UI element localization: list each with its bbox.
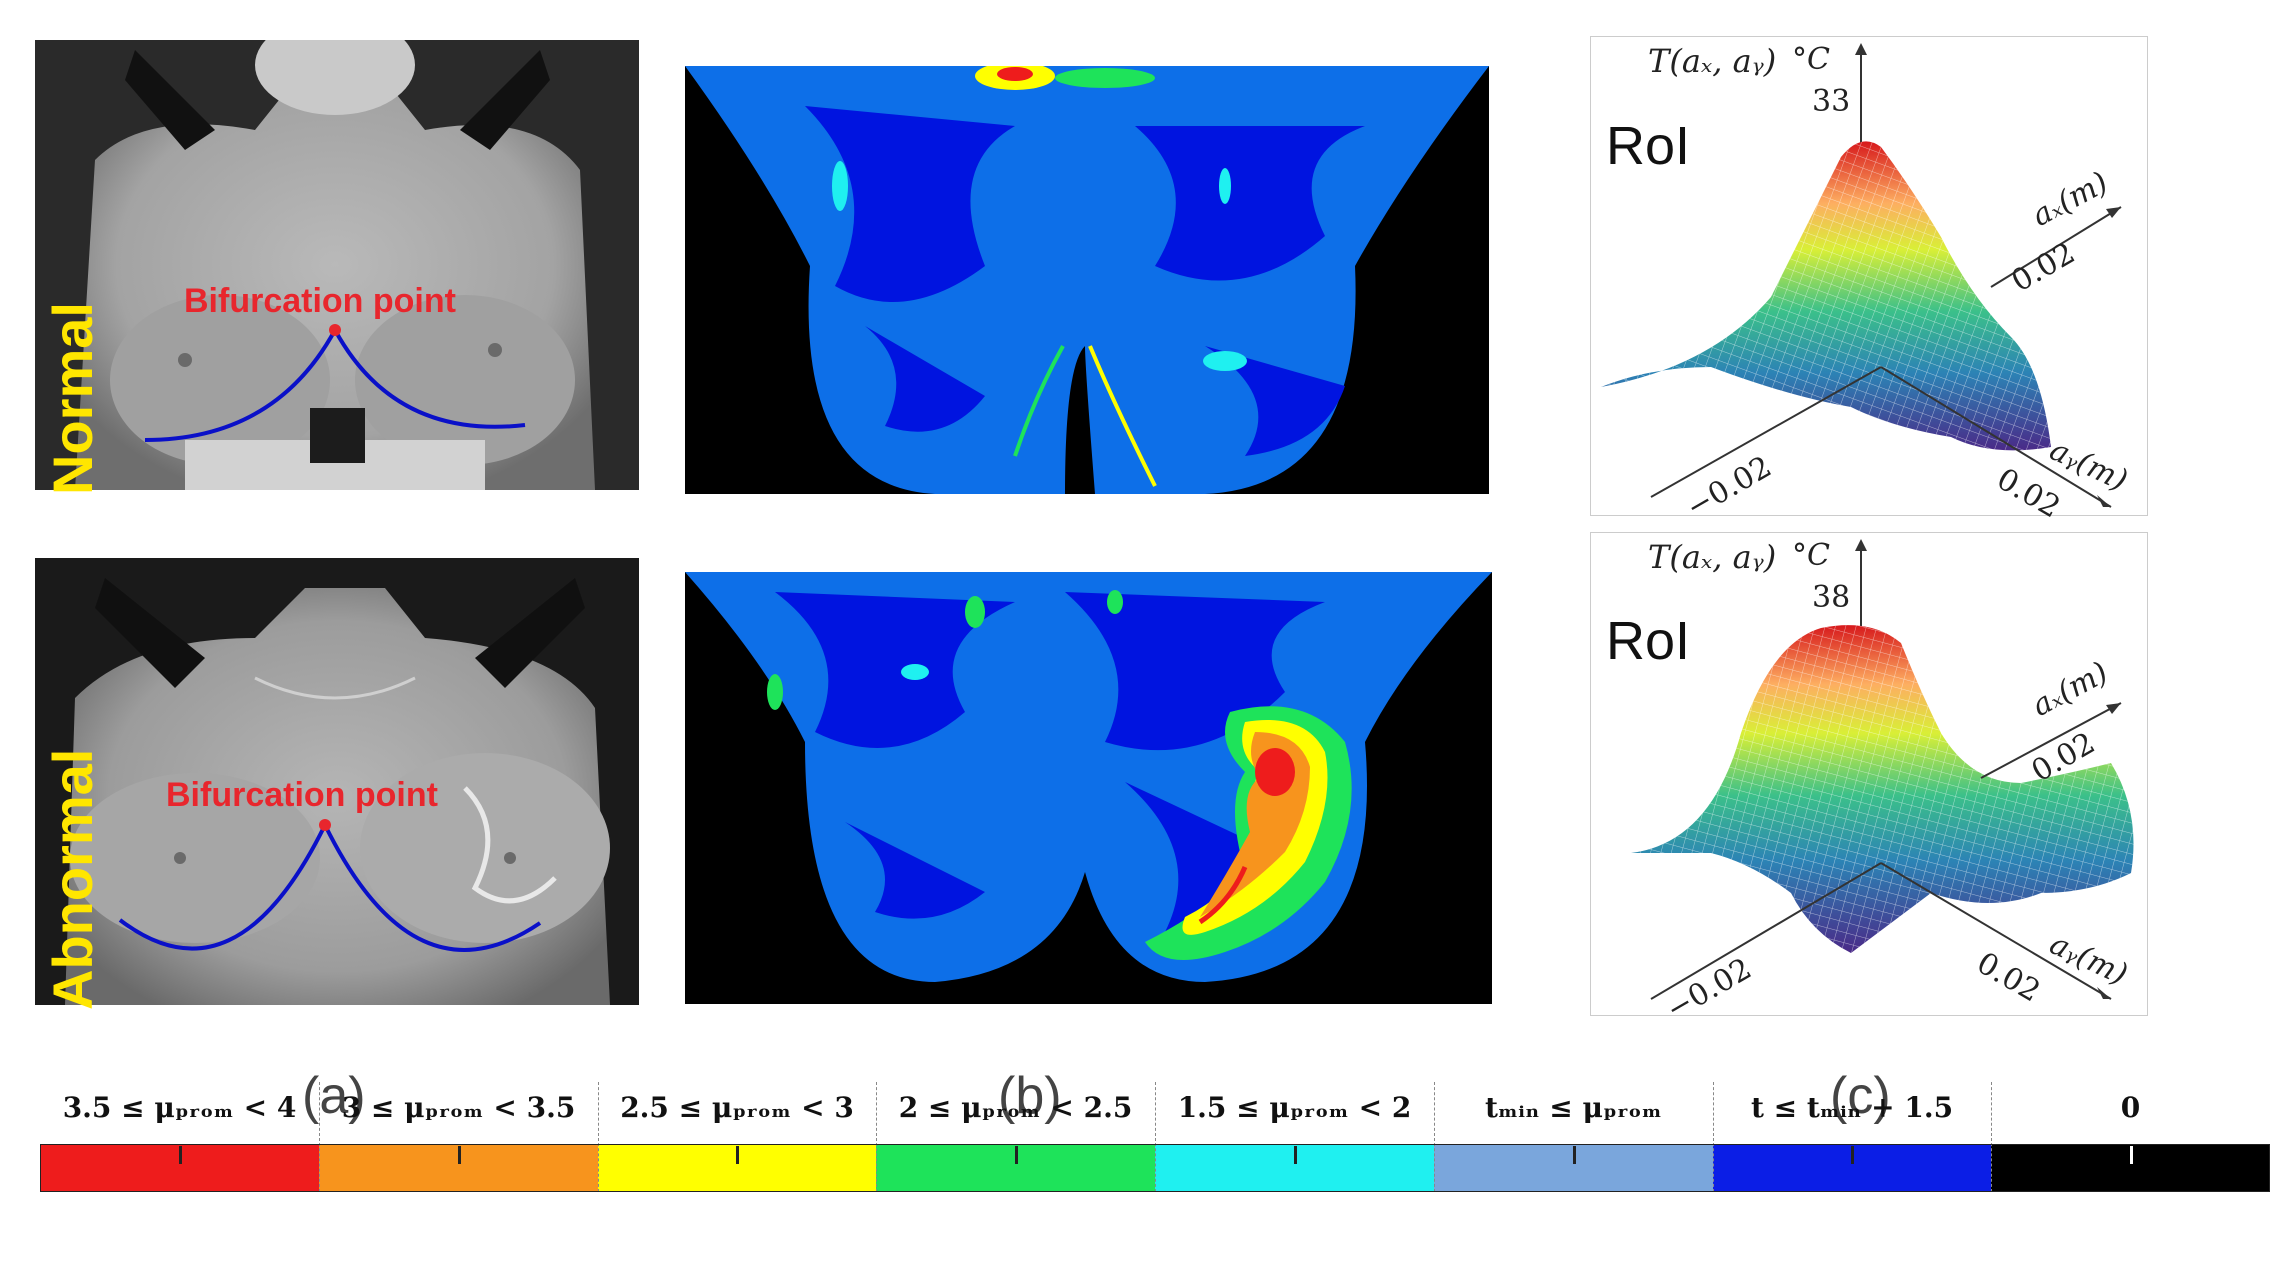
legend-swatch-1 bbox=[319, 1144, 598, 1192]
legend-divider-3 bbox=[876, 1082, 877, 1192]
legend-divider-6 bbox=[1713, 1082, 1714, 1192]
z-max-label-bottom: 38 bbox=[1812, 580, 1851, 615]
legend-label-7: 0 bbox=[2120, 1091, 2141, 1124]
z-axis-label-top: T(aₓ, aᵧ) bbox=[1648, 42, 1777, 80]
unit-label-top: °C bbox=[1792, 42, 1830, 77]
legend-divider-7 bbox=[1991, 1082, 1992, 1192]
legend-tick-0 bbox=[179, 1146, 182, 1164]
segmented-map-normal bbox=[685, 66, 1489, 494]
legend-label-5: tₘᵢₙ ≤ μₚᵣₒₘ bbox=[1484, 1091, 1663, 1124]
z-axis-label-bottom: T(aₓ, aᵧ) bbox=[1648, 538, 1777, 576]
legend-swatch-0 bbox=[40, 1144, 319, 1192]
legend-border bbox=[40, 1144, 2270, 1192]
legend-swatch-6 bbox=[1713, 1144, 1991, 1192]
legend-divider-4 bbox=[1155, 1082, 1156, 1192]
row-label-abnormal: Abnormal bbox=[41, 748, 104, 1010]
legend-label-4: 1.5 ≤ μₚᵣₒₘ < 2 bbox=[1177, 1091, 1412, 1124]
surface-plot-bottom-graphic bbox=[1631, 539, 2134, 1000]
bifurcation-label-abnormal: Bifurcation point bbox=[166, 776, 438, 814]
panel-letter-a: (a) bbox=[302, 1067, 366, 1125]
roi-label-bottom: RoI bbox=[1606, 611, 1691, 671]
legend-tick-4 bbox=[1294, 1146, 1297, 1164]
legend-label-0: 3.5 ≤ μₚᵣₒₘ < 4 bbox=[62, 1091, 297, 1124]
legend-swatch-3 bbox=[876, 1144, 1155, 1192]
legend-label-2: 2.5 ≤ μₚᵣₒₘ < 3 bbox=[620, 1091, 854, 1124]
surface-plot-top bbox=[1590, 36, 2148, 516]
legend-swatch-5 bbox=[1434, 1144, 1713, 1192]
thermal-image-abnormal bbox=[35, 558, 639, 1005]
legend-tick-7 bbox=[2130, 1146, 2133, 1164]
unit-label-bottom: °C bbox=[1792, 538, 1830, 573]
thermal-image-abnormal-graphic bbox=[35, 558, 639, 1005]
roi-label-top: RoI bbox=[1606, 116, 1691, 176]
z-max-label-top: 33 bbox=[1812, 84, 1851, 119]
legend-tick-3 bbox=[1015, 1146, 1018, 1164]
thermal-image-normal bbox=[35, 40, 639, 490]
legend-tick-2 bbox=[736, 1146, 739, 1164]
surface-plot-top-graphic bbox=[1601, 43, 2122, 508]
panel-letter-b: (b) bbox=[998, 1067, 1062, 1125]
legend-swatch-4 bbox=[1155, 1144, 1434, 1192]
segmented-map-abnormal-graphic bbox=[685, 572, 1492, 1004]
thermal-image-normal-graphic bbox=[35, 40, 639, 490]
row-label-normal: Normal bbox=[41, 302, 104, 495]
legend-tick-5 bbox=[1573, 1146, 1576, 1164]
bifurcation-label-normal: Bifurcation point bbox=[184, 282, 456, 320]
legend-divider-2 bbox=[598, 1082, 599, 1192]
legend-tick-6 bbox=[1851, 1146, 1854, 1164]
panel-letter-c: (c) bbox=[1830, 1067, 1891, 1125]
legend-tick-1 bbox=[458, 1146, 461, 1164]
legend-swatch-7 bbox=[1991, 1144, 2270, 1192]
legend-swatch-2 bbox=[598, 1144, 876, 1192]
segmented-map-abnormal bbox=[685, 572, 1492, 1004]
surface-plot-bottom bbox=[1590, 532, 2148, 1016]
legend-divider-5 bbox=[1434, 1082, 1435, 1192]
segmented-map-normal-graphic bbox=[685, 66, 1489, 494]
